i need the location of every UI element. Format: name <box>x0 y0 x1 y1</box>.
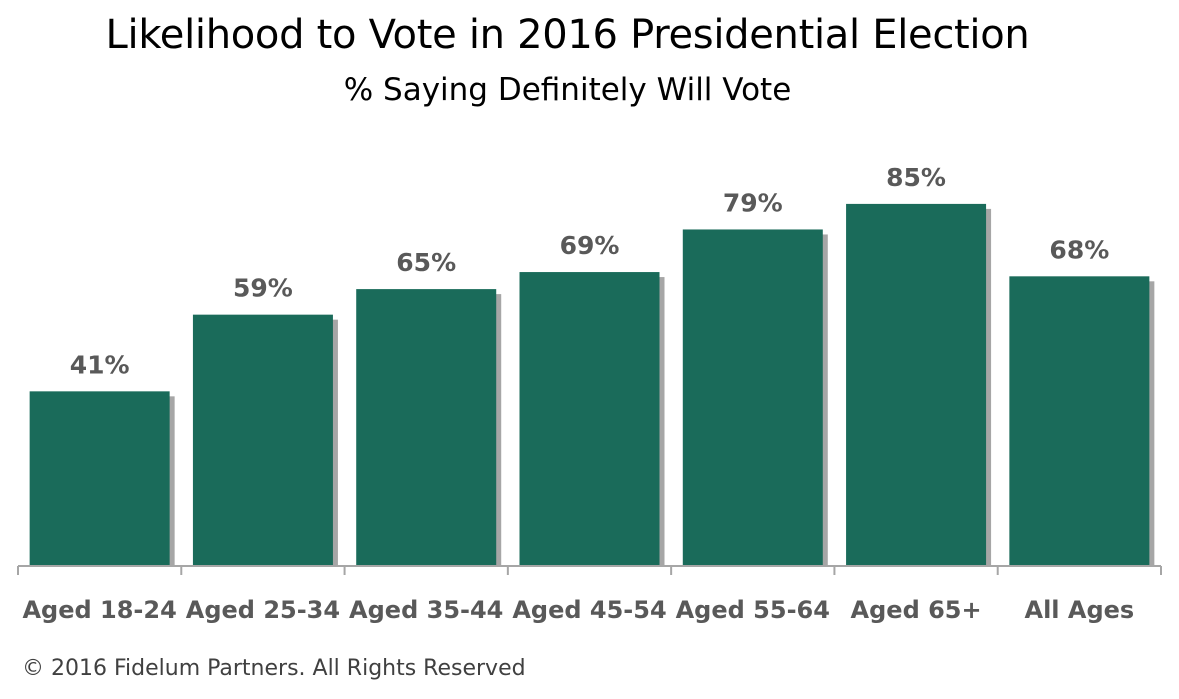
bar-aged-45-54 <box>519 272 660 566</box>
x-tick-label: Aged 25-34 <box>186 596 340 624</box>
bar-aged-18-24 <box>29 391 170 566</box>
bar-aged-25-34 <box>192 314 333 566</box>
copyright-footer: © 2016 Fidelum Partners. All Rights Rese… <box>22 656 526 681</box>
chart-title: Likelihood to Vote in 2016 Presidential … <box>105 12 1030 58</box>
bar-aged-35-44 <box>356 289 497 566</box>
labels-layer: 41% Aged 18-24 59% Aged 25-34 65% Aged 35-44 6… <box>22 163 1134 624</box>
data-label: 79% <box>723 188 783 217</box>
bar-aged-65- <box>846 203 987 566</box>
data-label: 85% <box>886 163 946 192</box>
bar-all-ages <box>1009 276 1150 566</box>
x-tick-label: Aged 65+ <box>851 596 982 624</box>
data-label: 59% <box>233 274 293 303</box>
x-tick-label: Aged 18-24 <box>22 596 176 624</box>
x-tick-label: Aged 45-54 <box>512 596 666 624</box>
bars-layer <box>29 203 1155 566</box>
x-axis <box>17 565 1162 575</box>
x-tick-label: All Ages <box>1025 596 1135 624</box>
data-label: 65% <box>396 248 456 277</box>
bar-aged-55-64 <box>682 229 823 566</box>
x-tick-label: Aged 55-64 <box>676 596 830 624</box>
data-label: 69% <box>560 231 620 260</box>
chart-subtitle: % Saying Definitely Will Vote <box>343 72 792 108</box>
x-tick-label: Aged 35-44 <box>349 596 503 624</box>
data-label: 68% <box>1049 235 1109 264</box>
data-label: 41% <box>70 350 130 379</box>
